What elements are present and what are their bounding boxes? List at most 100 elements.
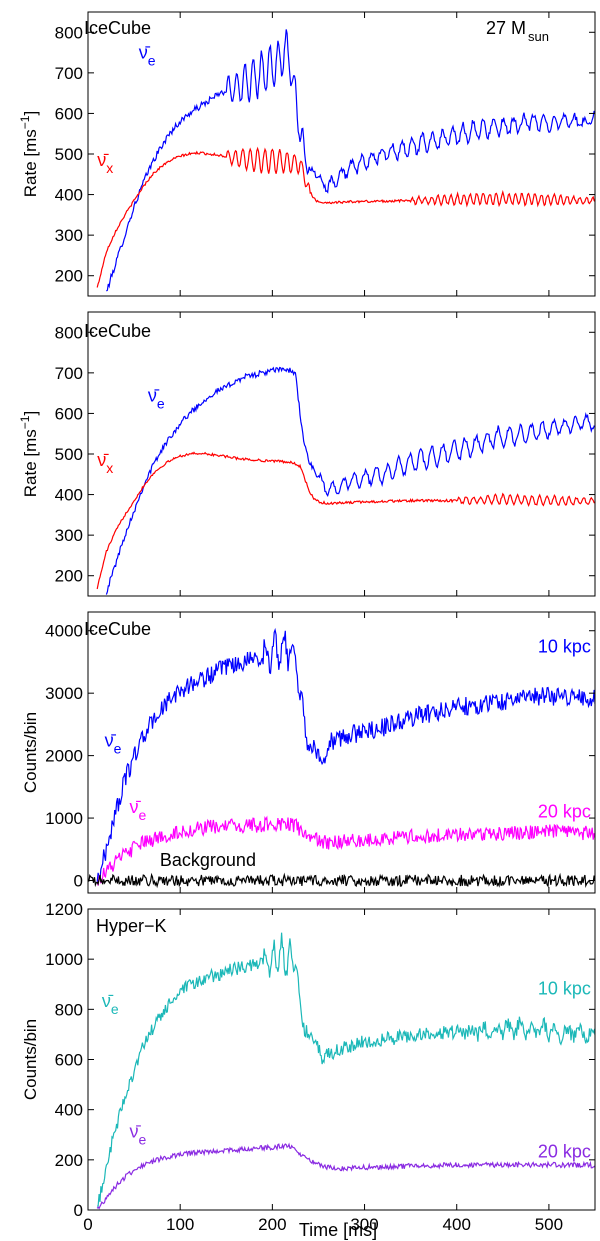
x-tick-label: 200 bbox=[258, 1215, 286, 1234]
y-tick-label: 200 bbox=[55, 1151, 83, 1170]
annotation-sub: e bbox=[138, 807, 146, 823]
annotation-main: ν̄ bbox=[97, 150, 109, 170]
y-tick-label: 4000 bbox=[45, 622, 83, 641]
annotation-main: ν̄ bbox=[129, 797, 141, 817]
series-line-nue_bar bbox=[105, 366, 595, 595]
y-tick-label: 400 bbox=[55, 186, 83, 205]
panel-icecube-rate-1: IceCube 27 M sun 200 300 400 500 600 700 800 Ra… bbox=[18, 11, 596, 297]
panel-hyperk-counts: Hyper−K 0 100 200 300 400 500 0 200 400 600 800 100… bbox=[21, 900, 596, 1234]
annotation-sub: x bbox=[106, 460, 113, 476]
y-tick-label: 300 bbox=[55, 226, 83, 245]
progenitor-label: 27 M bbox=[486, 18, 526, 38]
y-axis-label-main: Rate [ms bbox=[21, 129, 40, 197]
detector-label: Hyper−K bbox=[96, 916, 167, 936]
neutrino-label: ν̄e bbox=[148, 385, 165, 411]
distance-label: 10 kpc bbox=[538, 978, 591, 998]
series-line-nue_bar bbox=[106, 29, 595, 292]
y-axis-label-main: Counts/bin bbox=[21, 712, 40, 793]
x-tick-label: 100 bbox=[166, 1215, 194, 1234]
y-tick-label: 600 bbox=[55, 404, 83, 423]
plot-frame bbox=[87, 311, 596, 597]
neutrino-label: ν̄e bbox=[139, 43, 156, 69]
y-axis-label-sup: −1 bbox=[18, 115, 32, 129]
progenitor-label-main: 27 M bbox=[486, 18, 526, 38]
plot-frame bbox=[87, 611, 596, 894]
y-tick-label: 0 bbox=[74, 1201, 83, 1220]
y-axis-label-end: ] bbox=[21, 111, 40, 116]
annotation-main: 20 kpc bbox=[538, 801, 591, 821]
distance-label: 20 kpc bbox=[538, 801, 591, 821]
y-tick-label: 500 bbox=[55, 445, 83, 464]
y-tick-label: 600 bbox=[55, 104, 83, 123]
annotation-main: ν̄ bbox=[129, 1121, 141, 1141]
y-axis-label-main: Counts/bin bbox=[21, 1019, 40, 1100]
series-line-nux_bar bbox=[96, 146, 595, 288]
neutrino-label: ν̄x bbox=[97, 150, 113, 176]
annotation-sub: e bbox=[114, 740, 122, 756]
series-line-20-kpc bbox=[96, 815, 595, 886]
y-tick-label: 1000 bbox=[45, 809, 83, 828]
y-tick-label: 300 bbox=[55, 526, 83, 545]
detector-label: IceCube bbox=[84, 619, 151, 639]
background-label: Background bbox=[160, 850, 256, 870]
x-tick-label: 300 bbox=[350, 1215, 378, 1234]
y-tick-label: 200 bbox=[55, 267, 83, 286]
annotation-sub: e bbox=[148, 53, 156, 69]
y-axis-label-sup: −1 bbox=[18, 415, 32, 429]
neutrino-label: ν̄x bbox=[97, 450, 113, 476]
y-axis-label-main: Rate [ms bbox=[21, 429, 40, 497]
y-tick-label: 2000 bbox=[45, 747, 83, 766]
annotation-main: ν̄ bbox=[97, 450, 109, 470]
y-tick-label: 800 bbox=[55, 323, 83, 342]
annotation-main: ν̄ bbox=[105, 730, 117, 750]
annotation-sub: e bbox=[138, 1131, 146, 1147]
series-line-background bbox=[88, 872, 595, 889]
detector-label: IceCube bbox=[84, 321, 151, 341]
y-tick-label: 800 bbox=[55, 23, 83, 42]
annotation-main: ν̄ bbox=[139, 43, 151, 63]
annotation-sub: e bbox=[157, 395, 165, 411]
y-tick-label: 1200 bbox=[45, 900, 83, 919]
y-tick-label: 200 bbox=[55, 567, 83, 586]
y-tick-label: 400 bbox=[55, 486, 83, 505]
series-line-10-kpc bbox=[96, 627, 595, 883]
annotation-sub: x bbox=[106, 160, 113, 176]
progenitor-label-sub: sun bbox=[528, 29, 549, 44]
y-tick-label: 600 bbox=[55, 1051, 83, 1070]
series-line-20-kpc bbox=[96, 1142, 595, 1210]
y-tick-label: 800 bbox=[55, 1000, 83, 1019]
y-axis-label-end: ] bbox=[21, 411, 40, 416]
y-tick-label: 3000 bbox=[45, 684, 83, 703]
neutrino-label: ν̄e bbox=[102, 991, 119, 1017]
y-tick-label: 1000 bbox=[45, 950, 83, 969]
neutrino-label: ν̄e bbox=[105, 730, 122, 756]
y-tick-label: 0 bbox=[74, 872, 83, 891]
annotation-main: Background bbox=[160, 850, 256, 870]
annotation-main: ν̄ bbox=[148, 385, 160, 405]
y-tick-label: 500 bbox=[55, 145, 83, 164]
neutrino-label: ν̄e bbox=[129, 797, 146, 823]
y-tick-label: 700 bbox=[55, 64, 83, 83]
panel-icecube-rate-2: IceCube 200 300 400 500 600 700 800 Rate [ms−1]… bbox=[18, 311, 596, 597]
plot-frame bbox=[87, 908, 596, 1211]
x-axis-label: Time [ms] bbox=[299, 1220, 377, 1240]
y-axis-label: Counts/bin bbox=[21, 1019, 40, 1100]
x-tick-label: 400 bbox=[443, 1215, 471, 1234]
annotation-main: 10 kpc bbox=[538, 637, 591, 657]
x-tick-label: 0 bbox=[83, 1215, 92, 1234]
series-line-nux_bar bbox=[96, 451, 595, 590]
detector-label: IceCube bbox=[84, 18, 151, 38]
annotation-sub: e bbox=[111, 1001, 119, 1017]
plot-frame bbox=[87, 11, 596, 297]
annotation-main: 20 kpc bbox=[538, 1141, 591, 1161]
distance-label: 20 kpc bbox=[538, 1141, 591, 1161]
annotation-main: ν̄ bbox=[102, 991, 114, 1011]
x-tick-label: 500 bbox=[535, 1215, 563, 1234]
series-line-10-kpc bbox=[96, 932, 595, 1208]
y-axis-label: Rate [ms−1] bbox=[18, 111, 40, 197]
y-axis-label: Rate [ms−1] bbox=[18, 411, 40, 497]
y-tick-label: 400 bbox=[55, 1101, 83, 1120]
annotation-main: 10 kpc bbox=[538, 978, 591, 998]
